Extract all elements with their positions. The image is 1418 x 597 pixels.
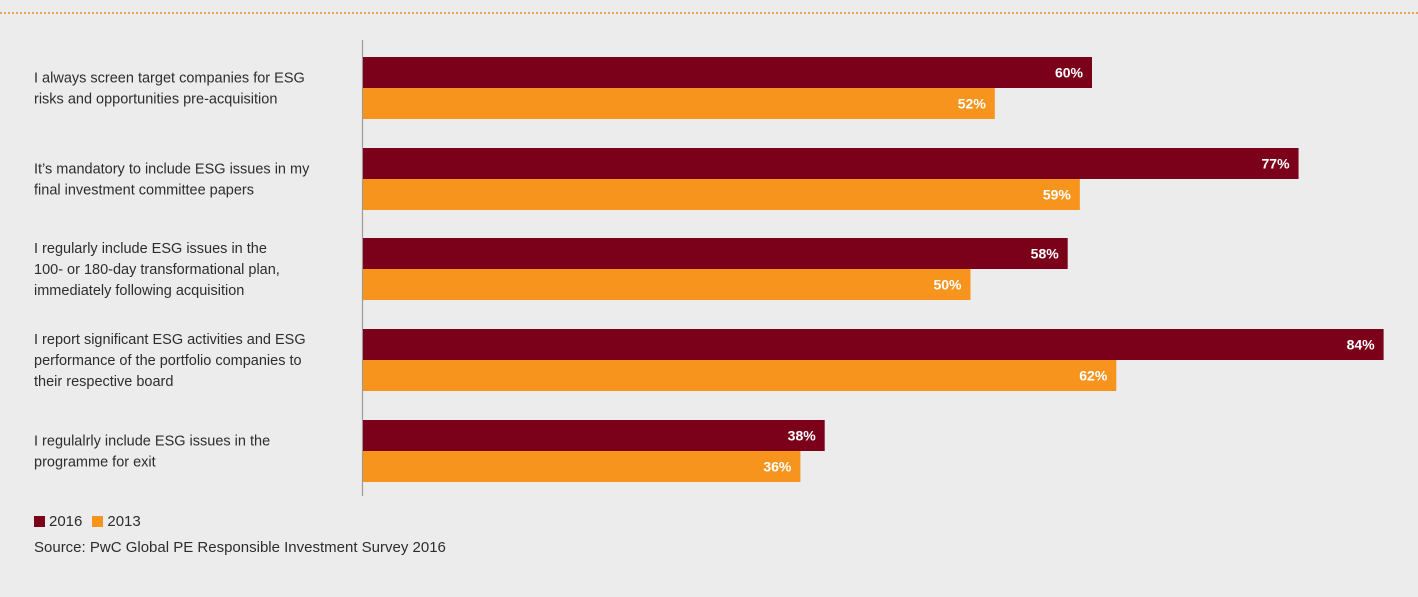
- bar-2016: [363, 57, 1092, 88]
- legend: 2016 2013: [34, 513, 151, 530]
- legend-swatch-2013: [92, 516, 104, 527]
- value-label-2016: 84%: [1347, 337, 1376, 353]
- category-label-line: 100- or 180-day transformational plan,: [34, 262, 280, 278]
- value-label-2016: 38%: [788, 428, 817, 444]
- category-label-line: I regularly include ESG issues in the: [34, 241, 267, 257]
- category-label-line: I report significant ESG activities and …: [34, 332, 306, 348]
- value-label-2013: 36%: [763, 459, 792, 475]
- legend-item-2013: 2013: [92, 513, 141, 530]
- bar-2016: [363, 420, 825, 451]
- value-label-2013: 50%: [933, 277, 962, 293]
- bar-2013: [363, 88, 995, 119]
- category-label: I report significant ESG activities and …: [34, 332, 306, 390]
- bar-2013: [363, 269, 971, 300]
- category-label-line: performance of the portfolio companies t…: [34, 353, 302, 369]
- category-label: It’s mandatory to include ESG issues in …: [34, 162, 310, 199]
- bar-2016: [363, 329, 1384, 360]
- bar-2013: [363, 179, 1080, 210]
- value-label-2013: 52%: [958, 96, 987, 112]
- top-dotted-rule: [0, 12, 1418, 14]
- value-label-2016: 58%: [1031, 246, 1060, 262]
- bar-2013: [363, 451, 801, 482]
- category-label: I regulalrly include ESG issues in the pr…: [34, 434, 270, 471]
- category-label-line: their respective board: [34, 374, 173, 390]
- legend-label-2016: 2016: [49, 513, 83, 530]
- legend-label-2013: 2013: [107, 513, 141, 530]
- value-label-2013: 62%: [1079, 368, 1108, 384]
- category-label-line: risks and opportunities pre-acquisition: [34, 92, 277, 108]
- category-label-line: I regulalrly include ESG issues in the: [34, 434, 270, 450]
- bar-2013: [363, 360, 1117, 391]
- value-label-2016: 60%: [1055, 65, 1084, 81]
- bar-2016: [363, 148, 1299, 179]
- category-label: I always screen target companies for ESG…: [34, 71, 305, 108]
- category-labels: I always screen target companies for ESG…: [34, 71, 310, 471]
- value-label-2016: 77%: [1262, 156, 1291, 172]
- bars: 60% 52% 77% 59% 58% 50% 84% 62% 38% 36%: [363, 57, 1384, 482]
- category-label-line: programme for exit: [34, 455, 156, 471]
- legend-item-2016: 2016: [34, 513, 82, 530]
- value-label-2013: 59%: [1043, 187, 1072, 203]
- bar-2016: [363, 238, 1068, 269]
- category-label-line: I always screen target companies for ESG: [34, 71, 305, 87]
- category-label-line: final investment committee papers: [34, 183, 254, 199]
- source-note: Source: PwC Global PE Responsible Invest…: [34, 539, 446, 556]
- category-label-line: immediately following acquisition: [34, 283, 244, 299]
- legend-swatch-2016: [34, 516, 45, 527]
- category-label-line: It’s mandatory to include ESG issues in …: [34, 162, 310, 178]
- category-label: I regularly include ESG issues in the 100…: [34, 241, 280, 299]
